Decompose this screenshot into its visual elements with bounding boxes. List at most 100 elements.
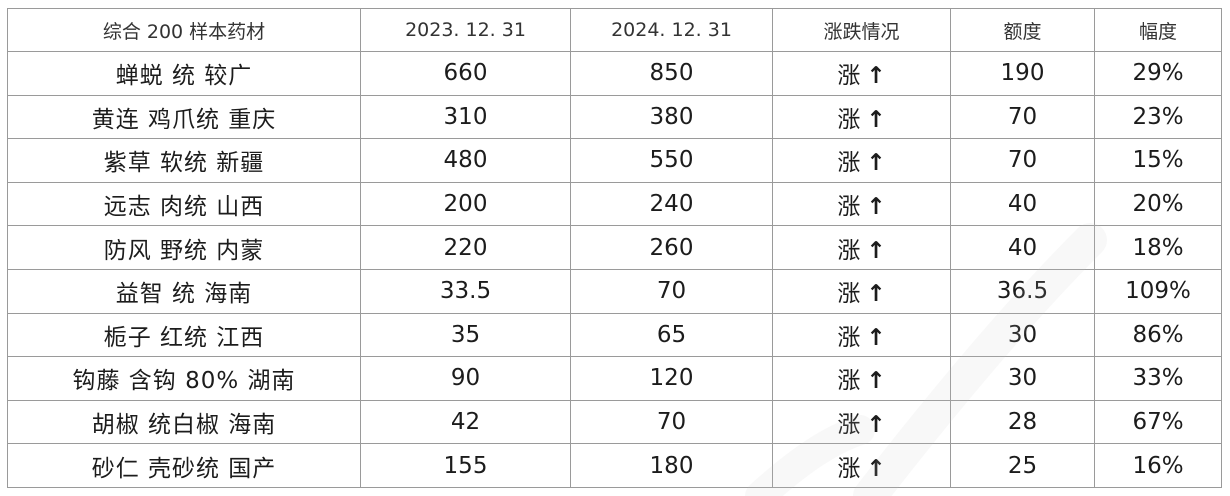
table-row: 钩藤 含钩 80% 湖南 90 120 涨 ↑ 30 33% [7, 356, 1222, 401]
arrow-up-icon: ↑ [866, 237, 886, 264]
herb-name-cell: 防风 野统 内蒙 [7, 225, 361, 270]
percent-cell: 67% [1094, 399, 1222, 445]
arrow-up-icon: ↑ [866, 281, 886, 308]
price-2024-cell: 120 [570, 356, 773, 401]
price-2023-cell: 200 [360, 181, 571, 227]
trend-cell: 涨 ↑ [772, 225, 951, 270]
header-2023: 2023. 12. 31 [360, 8, 571, 52]
amount-cell: 30 [950, 356, 1095, 401]
amount-cell: 190 [950, 51, 1095, 96]
table-row: 蝉蜕 统 较广 660 850 涨 ↑ 190 29% [7, 51, 1222, 96]
amount-cell: 70 [950, 138, 1095, 183]
amount-cell: 40 [950, 181, 1095, 227]
price-2023-cell: 42 [360, 399, 571, 445]
price-2023-cell: 480 [360, 138, 571, 183]
trend-label: 涨 [837, 63, 861, 90]
table-row: 防风 野统 内蒙 220 260 涨 ↑ 40 18% [7, 225, 1222, 270]
price-2024-cell: 260 [570, 225, 773, 270]
header-trend: 涨跌情况 [772, 8, 951, 52]
table-row: 益智 统 海南 33.5 70 涨 ↑ 36.5 109% [7, 268, 1222, 314]
trend-label: 涨 [837, 106, 861, 133]
trend-label: 涨 [837, 194, 861, 221]
trend-cell: 涨 ↑ [772, 268, 951, 314]
price-2024-cell: 70 [570, 399, 773, 445]
trend-cell: 涨 ↑ [772, 138, 951, 183]
trend-label: 涨 [837, 237, 861, 264]
table-row: 黄连 鸡爪统 重庆 310 380 涨 ↑ 70 23% [7, 94, 1222, 140]
trend-cell: 涨 ↑ [772, 443, 951, 488]
percent-cell: 29% [1094, 51, 1222, 96]
header-amount: 额度 [950, 8, 1095, 52]
trend-cell: 涨 ↑ [772, 356, 951, 401]
herb-name-cell: 黄连 鸡爪统 重庆 [7, 94, 361, 140]
arrow-up-icon: ↑ [866, 412, 886, 439]
table-row: 紫草 软统 新疆 480 550 涨 ↑ 70 15% [7, 138, 1222, 183]
table-row: 远志 肉统 山西 200 240 涨 ↑ 40 20% [7, 181, 1222, 227]
price-2024-cell: 380 [570, 94, 773, 140]
herb-name-cell: 砂仁 壳砂统 国产 [7, 443, 361, 488]
trend-label: 涨 [837, 455, 861, 482]
header-2024: 2024. 12. 31 [570, 8, 773, 52]
price-2023-cell: 310 [360, 94, 571, 140]
herb-name-cell: 益智 统 海南 [7, 268, 361, 314]
amount-cell: 36.5 [950, 268, 1095, 314]
table-row: 砂仁 壳砂统 国产 155 180 涨 ↑ 25 16% [7, 443, 1222, 488]
trend-cell: 涨 ↑ [772, 94, 951, 140]
table-body: 蝉蜕 统 较广 660 850 涨 ↑ 190 29% 黄连 鸡爪统 重庆 310 380 涨 ↑ 70… [7, 51, 1222, 488]
percent-cell: 33% [1094, 356, 1222, 401]
trend-label: 涨 [837, 368, 861, 395]
herb-name-cell: 钩藤 含钩 80% 湖南 [7, 356, 361, 401]
trend-cell: 涨 ↑ [772, 312, 951, 358]
arrow-up-icon: ↑ [866, 150, 886, 177]
arrow-up-icon: ↑ [866, 63, 886, 90]
price-2024-cell: 850 [570, 51, 773, 96]
herb-name-cell: 栀子 红统 江西 [7, 312, 361, 358]
table-row: 胡椒 统白椒 海南 42 70 涨 ↑ 28 67% [7, 399, 1222, 445]
arrow-up-icon: ↑ [866, 324, 886, 351]
amount-cell: 25 [950, 443, 1095, 488]
price-2023-cell: 33.5 [360, 268, 571, 314]
amount-cell: 40 [950, 225, 1095, 270]
trend-label: 涨 [837, 412, 861, 439]
trend-cell: 涨 ↑ [772, 181, 951, 227]
percent-cell: 18% [1094, 225, 1222, 270]
herb-name-cell: 胡椒 统白椒 海南 [7, 399, 361, 445]
price-2023-cell: 90 [360, 356, 571, 401]
header-percent: 幅度 [1094, 8, 1222, 52]
amount-cell: 30 [950, 312, 1095, 358]
arrow-up-icon: ↑ [866, 106, 886, 133]
percent-cell: 86% [1094, 312, 1222, 358]
price-2023-cell: 220 [360, 225, 571, 270]
header-row: 综合 200 样本药材 2023. 12. 31 2024. 12. 31 涨跌… [7, 8, 1222, 52]
percent-cell: 23% [1094, 94, 1222, 140]
trend-label: 涨 [837, 150, 861, 177]
table-row: 栀子 红统 江西 35 65 涨 ↑ 30 86% [7, 312, 1222, 358]
table-header: 综合 200 样本药材 2023. 12. 31 2024. 12. 31 涨跌… [7, 8, 1222, 52]
price-table: 综合 200 样本药材 2023. 12. 31 2024. 12. 31 涨跌… [7, 8, 1222, 488]
herb-name-cell: 蝉蜕 统 较广 [7, 51, 361, 96]
price-2024-cell: 550 [570, 138, 773, 183]
price-2024-cell: 65 [570, 312, 773, 358]
price-2023-cell: 35 [360, 312, 571, 358]
herb-name-cell: 紫草 软统 新疆 [7, 138, 361, 183]
percent-cell: 20% [1094, 181, 1222, 227]
header-sample-herb: 综合 200 样本药材 [7, 8, 361, 52]
arrow-up-icon: ↑ [866, 368, 886, 395]
trend-label: 涨 [837, 281, 861, 308]
price-2024-cell: 70 [570, 268, 773, 314]
herb-name-cell: 远志 肉统 山西 [7, 181, 361, 227]
percent-cell: 109% [1094, 268, 1222, 314]
price-2024-cell: 180 [570, 443, 773, 488]
percent-cell: 15% [1094, 138, 1222, 183]
price-2023-cell: 155 [360, 443, 571, 488]
percent-cell: 16% [1094, 443, 1222, 488]
price-2023-cell: 660 [360, 51, 571, 96]
amount-cell: 70 [950, 94, 1095, 140]
arrow-up-icon: ↑ [866, 455, 886, 482]
trend-cell: 涨 ↑ [772, 51, 951, 96]
trend-cell: 涨 ↑ [772, 399, 951, 445]
price-table-container: 综合 200 样本药材 2023. 12. 31 2024. 12. 31 涨跌… [7, 8, 1222, 488]
amount-cell: 28 [950, 399, 1095, 445]
trend-label: 涨 [837, 324, 861, 351]
arrow-up-icon: ↑ [866, 194, 886, 221]
